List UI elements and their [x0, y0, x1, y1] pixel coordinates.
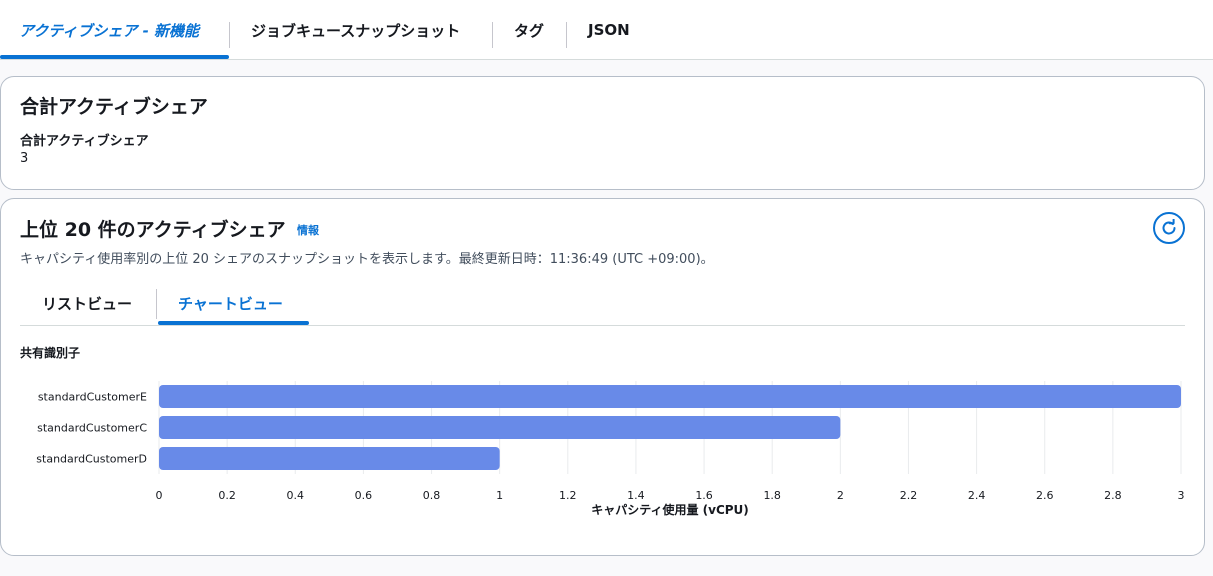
chart-y-axis-title: 共有識別子 [20, 346, 81, 360]
tab-divider [492, 22, 493, 48]
info-link[interactable]: 情報 [297, 224, 319, 237]
x-tick-label: 0.2 [218, 489, 236, 502]
x-tick-label: 0.8 [423, 489, 441, 502]
bar-standardCustomerE[interactable] [159, 385, 1181, 408]
x-tick-label: 1.8 [763, 489, 781, 502]
chart-x-ticks: 0 0.2 0.4 0.6 0.8 1 1.2 1.4 1.6 1.8 2 2.2 2.4 2.6 2.8 3 [156, 489, 1185, 502]
category-label: standardCustomerD [36, 453, 147, 466]
x-tick-label: 2.2 [900, 489, 918, 502]
chart-category-labels: standardCustomerE standardCustomerC standa… [36, 391, 147, 466]
active-tab-indicator [158, 321, 309, 325]
tab-divider [566, 22, 567, 48]
tab-tags[interactable]: タグ [514, 21, 545, 40]
x-tick-label: 0.6 [355, 489, 373, 502]
total-active-share-title: 合計アクティブシェア [20, 96, 208, 118]
category-label: standardCustomerC [37, 422, 147, 435]
tab-divider [229, 22, 230, 48]
x-tick-label: 2.6 [1036, 489, 1054, 502]
total-active-share-label: 合計アクティブシェア [20, 134, 149, 149]
x-tick-label: 3 [1178, 489, 1185, 502]
capacity-bar-chart: standardCustomerE standardCustomerC standa… [36, 381, 1185, 517]
tab-chart-view[interactable]: チャートビュー [178, 294, 283, 313]
x-tick-label: 2.4 [968, 489, 986, 502]
top-active-shares-card: 上位 20 件のアクティブシェア 情報 キャパシティ使用率別の上位 20 シェア… [0, 198, 1205, 556]
chart-bars [159, 385, 1181, 470]
bar-standardCustomerD[interactable] [159, 447, 500, 470]
top-active-shares-title: 上位 20 件のアクティブシェア [20, 219, 286, 241]
refresh-icon [1162, 219, 1176, 235]
refresh-button[interactable] [1153, 212, 1185, 244]
active-tab-indicator [0, 55, 229, 59]
tab-json[interactable]: JSON [588, 21, 630, 39]
view-tab-bar: リストビュー チャートビュー [20, 284, 1185, 326]
total-active-share-card: 合計アクティブシェア 合計アクティブシェア 3 [0, 76, 1205, 190]
x-tick-label: 2.8 [1104, 489, 1122, 502]
x-tick-label: 2 [837, 489, 844, 502]
x-tick-label: 1 [496, 489, 503, 502]
tab-active-share[interactable]: アクティブシェア - 新機能 [19, 21, 200, 40]
total-active-share-value: 3 [20, 151, 29, 166]
snapshot-description: キャパシティ使用率別の上位 20 シェアのスナップショットを表示します。最終更新… [20, 252, 714, 267]
category-label: standardCustomerE [38, 391, 147, 404]
x-tick-label: 0 [156, 489, 163, 502]
x-tick-label: 1.2 [559, 489, 577, 502]
x-tick-label: 1.4 [627, 489, 645, 502]
top-tab-bar: アクティブシェア - 新機能 ジョブキュースナップショット タグ JSON [0, 0, 1213, 60]
tab-job-queue-snapshot[interactable]: ジョブキュースナップショット [251, 21, 461, 40]
x-tick-label: 1.6 [695, 489, 713, 502]
tab-divider [156, 289, 157, 319]
x-tick-label: 0.4 [287, 489, 305, 502]
bar-standardCustomerC[interactable] [159, 416, 841, 439]
tab-list-view[interactable]: リストビュー [42, 294, 133, 313]
chart-x-axis-title: キャパシティ使用量 (vCPU) [591, 502, 749, 517]
